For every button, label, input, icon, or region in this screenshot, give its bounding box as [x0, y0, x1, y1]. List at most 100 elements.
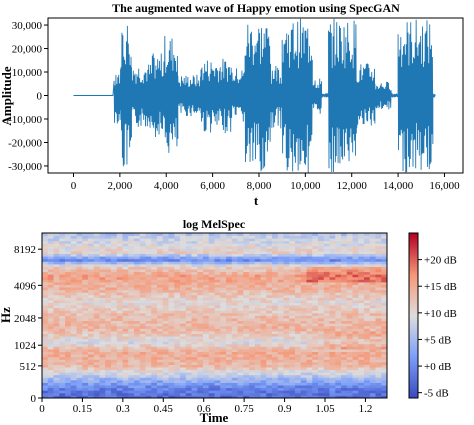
melspec-cell — [82, 377, 89, 381]
melspec-cell — [88, 387, 95, 391]
melspec-cell — [243, 372, 250, 376]
melspec-cell — [93, 323, 100, 327]
melspec-cell — [208, 281, 215, 285]
melspec-cell — [323, 364, 330, 368]
melspec-cell — [197, 261, 204, 265]
melspec-cell — [295, 377, 302, 381]
melspec-cell — [180, 318, 187, 322]
melspec-cell — [203, 364, 210, 368]
melspec-cell — [260, 369, 267, 373]
melspec-cell — [70, 307, 77, 311]
melspec-cell — [122, 305, 129, 309]
melspec-cell — [208, 289, 215, 293]
colorbar-segment — [409, 263, 418, 267]
melspec-cell — [128, 361, 135, 365]
melspec-cell — [272, 369, 279, 373]
melspec-cell — [191, 361, 198, 365]
melspec-cell — [208, 263, 215, 267]
melspec-cell — [243, 351, 250, 355]
colorbar-segment — [409, 395, 418, 399]
melspec-cell — [76, 364, 83, 368]
melspec-cell — [185, 266, 192, 270]
melspec-cell — [352, 385, 359, 389]
melspec-cell — [65, 253, 72, 257]
melspec-cell — [53, 238, 60, 242]
melspec-cell — [289, 325, 296, 329]
melspec-cell — [42, 305, 49, 309]
melspec-cell — [122, 307, 129, 311]
melspec-cell — [266, 390, 273, 394]
melspec-cell — [42, 390, 49, 394]
melspec-cell — [375, 238, 382, 242]
melspec-cell — [174, 307, 181, 311]
melspec-cell — [277, 289, 284, 293]
melspec-cell — [59, 274, 66, 278]
melspec-cell — [318, 346, 325, 350]
melspec-cell — [191, 297, 198, 301]
melspec-cell — [323, 248, 330, 252]
melspec-cell — [295, 312, 302, 316]
melspec-cell — [277, 369, 284, 373]
melspec-cell — [341, 269, 348, 273]
colorbar-segment — [409, 270, 418, 273]
melspec-cell — [260, 302, 267, 306]
melspec-cell — [346, 341, 353, 345]
melspec-cell — [47, 330, 54, 334]
melspec-cell — [42, 302, 49, 306]
melspec-cell — [323, 361, 330, 365]
melspec-cell — [151, 361, 158, 365]
melspec-cell — [289, 300, 296, 304]
melspec-cell — [341, 349, 348, 352]
melspec-cell — [260, 305, 267, 309]
melspec-cell — [260, 346, 267, 350]
melspec-cell — [220, 233, 227, 236]
melspec-cell — [185, 245, 192, 249]
melspec-cell — [145, 369, 152, 373]
melspec-cell — [220, 361, 227, 365]
melspec-cell — [128, 315, 135, 319]
melspec-cell — [237, 343, 244, 347]
melspec-cell — [375, 349, 382, 352]
melspec-cell — [93, 300, 100, 304]
melspec-cell — [53, 367, 60, 371]
colorbar-tick-label: +15 dB — [424, 281, 457, 293]
melspec-cell — [65, 320, 72, 324]
melspec-cell — [254, 253, 261, 257]
melspec-cell — [318, 281, 325, 285]
melspec-cell — [53, 351, 60, 355]
melspec-cell — [352, 338, 359, 342]
melspec-cell — [243, 341, 250, 345]
melspec-cell — [180, 243, 187, 247]
melspec-cell — [82, 387, 89, 391]
melspec-cell — [105, 310, 112, 314]
melspec-cell — [162, 266, 169, 270]
melspec-cell — [329, 305, 336, 309]
melspec-cell — [93, 336, 100, 340]
melspec-cell — [157, 238, 164, 242]
melspec-cell — [243, 390, 250, 394]
melspec-cell — [134, 385, 141, 389]
melspec-cell — [168, 315, 175, 319]
melspec-cell — [335, 279, 342, 283]
melspec-cell — [203, 310, 210, 314]
melspec-cell — [364, 312, 371, 316]
melspec-cell — [162, 333, 169, 337]
melspec-cell — [226, 276, 233, 280]
melspec-cell — [312, 341, 319, 345]
melspec-cell — [231, 320, 238, 324]
melspec-cell — [197, 323, 204, 327]
melspec-cell — [277, 341, 284, 345]
melspec-cell — [249, 392, 256, 396]
melspec-cell — [93, 346, 100, 350]
colorbar-segment — [409, 284, 418, 288]
melspec-cell — [42, 276, 49, 280]
melspec-cell — [283, 258, 290, 262]
melspec-cell — [174, 261, 181, 265]
melspec-cell — [185, 361, 192, 365]
melspec-cell — [358, 289, 365, 293]
melspec-cell — [352, 330, 359, 334]
melspec-cell — [335, 385, 342, 389]
melspec-cell — [88, 287, 95, 291]
melspec-cell — [185, 323, 192, 327]
melspec-cell — [70, 258, 77, 262]
